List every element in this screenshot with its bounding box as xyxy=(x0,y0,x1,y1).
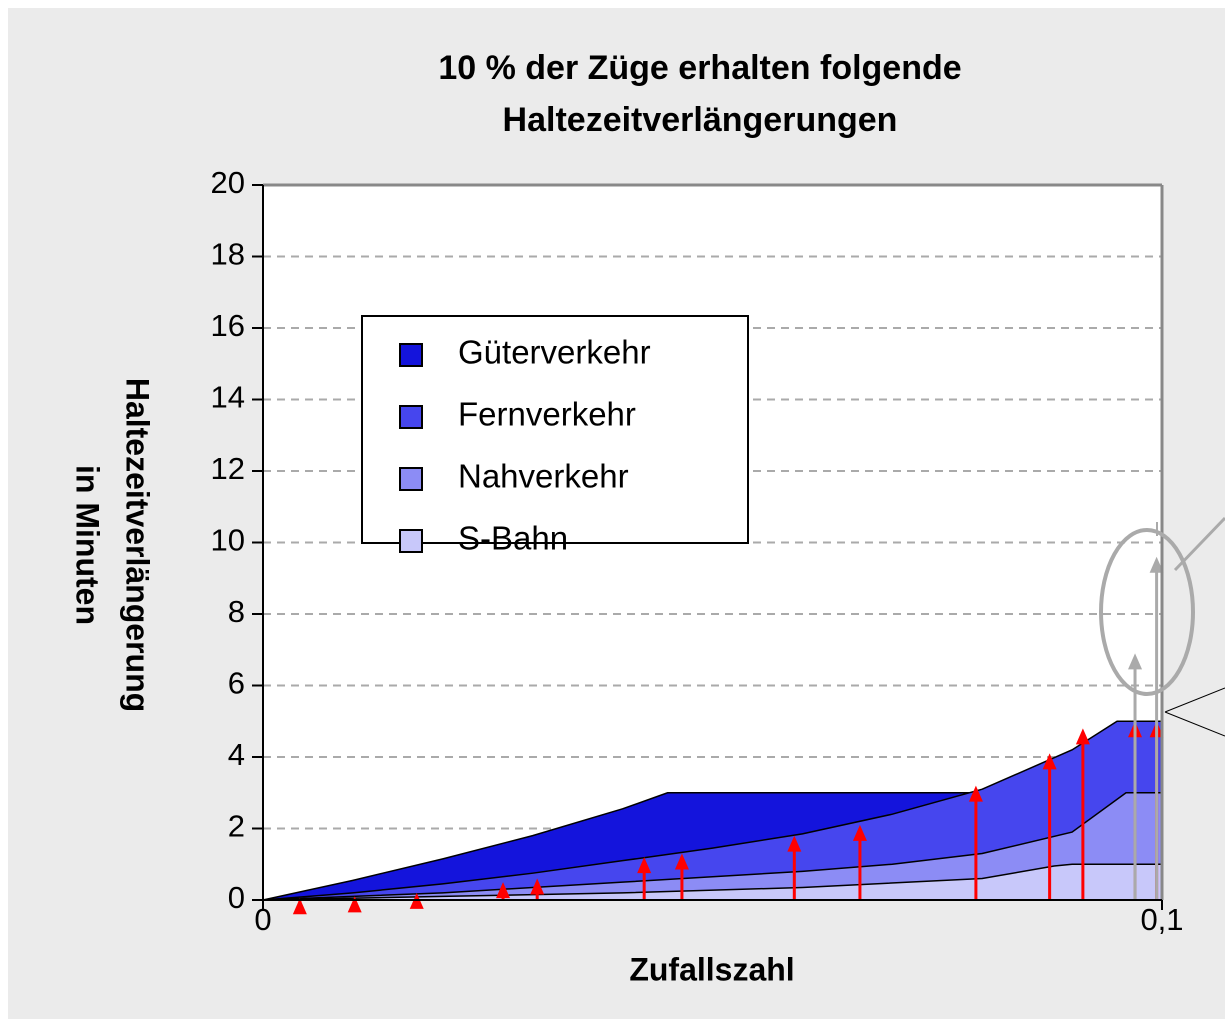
callout-line xyxy=(1173,516,1225,572)
y-tick-label: 14 xyxy=(211,380,245,415)
y-tick-label: 0 xyxy=(228,880,245,915)
legend-label: S-Bahn xyxy=(458,520,568,557)
y-axis-label-line: in Minuten xyxy=(70,465,106,625)
y-tick-label: 16 xyxy=(211,308,245,343)
legend-swatch xyxy=(399,467,423,491)
x-tick-label: 0 xyxy=(254,902,271,937)
y-axis-label: Haltezeitverlängerung in Minuten xyxy=(70,378,156,712)
arrow-head xyxy=(496,882,511,899)
arrow xyxy=(1149,556,1164,900)
y-tick-label: 18 xyxy=(211,237,245,272)
chart-title: 10 % der Züge erhalten folgende xyxy=(438,49,961,87)
legend-swatch xyxy=(399,529,423,553)
arrow xyxy=(1075,728,1090,900)
legend-swatch xyxy=(399,343,423,367)
arrow-head xyxy=(968,785,983,802)
legend-swatch xyxy=(399,405,423,429)
arrow xyxy=(674,853,689,900)
arrow xyxy=(852,824,867,900)
arrow xyxy=(1042,753,1057,900)
arrow-head xyxy=(292,898,307,915)
y-tick-label: 8 xyxy=(228,594,245,629)
arrow-head xyxy=(347,896,362,913)
arrow xyxy=(530,878,545,900)
y-tick-label: 4 xyxy=(228,737,245,772)
y-tick-label: 2 xyxy=(228,809,245,844)
arrow-head xyxy=(1149,556,1164,573)
legend: Güterverkehr Fernverkehr Nahverkehr S-Bahn xyxy=(361,315,749,557)
title: 10 % der Züge erhalten folgende Haltezeit… xyxy=(438,49,961,139)
y-tick-label: 6 xyxy=(228,666,245,701)
arrow-head xyxy=(674,853,689,870)
arrow xyxy=(637,857,652,900)
y-tick-label: 12 xyxy=(211,451,245,486)
arrow-head xyxy=(530,878,545,895)
highlight-ellipse xyxy=(1099,528,1195,696)
arrow xyxy=(968,785,983,900)
callout-line xyxy=(1164,711,1225,737)
arrow xyxy=(292,898,307,915)
arrow-head xyxy=(1128,653,1143,670)
arrow-head xyxy=(852,824,867,841)
y-tick-label: 20 xyxy=(211,165,245,200)
y-axis-label-line: Haltezeitverlängerung xyxy=(120,378,156,712)
legend-label: Fernverkehr xyxy=(458,396,636,433)
legend-box xyxy=(361,315,749,544)
arrow-head xyxy=(1042,753,1057,770)
legend-label: Güterverkehr xyxy=(458,334,651,371)
legend-label: Nahverkehr xyxy=(458,458,629,495)
x-axis-label: Zufallszahl xyxy=(629,951,794,987)
callout-line xyxy=(1164,687,1225,713)
plot xyxy=(262,255,1164,915)
y-tick-label: 10 xyxy=(211,523,245,558)
arrow-head xyxy=(1075,728,1090,745)
arrow xyxy=(787,835,802,900)
arrow xyxy=(347,896,362,913)
chart-title: Haltezeitverlängerungen xyxy=(503,101,898,139)
arrow-head xyxy=(787,835,802,852)
arrow-head xyxy=(637,857,652,874)
arrow xyxy=(1128,653,1143,900)
area xyxy=(262,720,1163,901)
